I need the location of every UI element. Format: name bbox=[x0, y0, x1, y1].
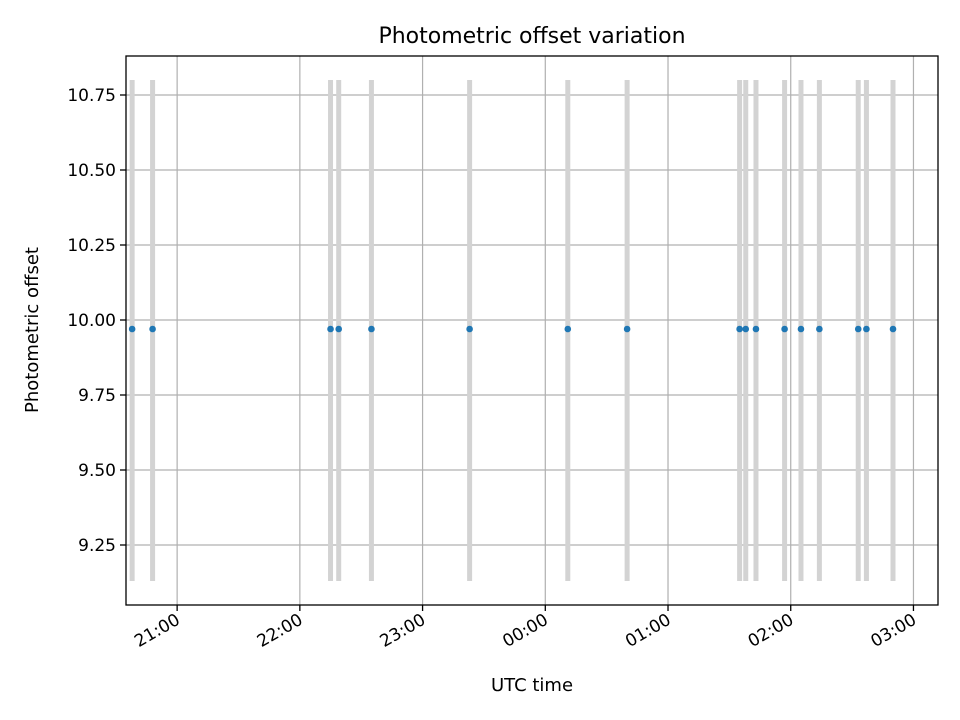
x-tick-label: 23:00 bbox=[377, 610, 429, 652]
data-point bbox=[816, 325, 823, 333]
y-tick-label: 10.00 bbox=[67, 311, 116, 331]
data-point bbox=[564, 325, 572, 333]
data-point bbox=[752, 325, 760, 333]
data-point bbox=[854, 325, 862, 333]
x-tick-label: 00:00 bbox=[499, 610, 551, 652]
errorbar-layer bbox=[129, 80, 896, 581]
x-tick-label: 21:00 bbox=[131, 610, 183, 652]
data-point bbox=[742, 325, 750, 333]
chart-title: Photometric offset variation bbox=[378, 24, 685, 49]
data-point bbox=[781, 325, 788, 333]
y-axis-ticks: 9.25 9.50 9.75 10.00 10.25 10.50 10.75 bbox=[67, 86, 126, 556]
point-layer bbox=[128, 325, 897, 333]
x-tick-label: 02:00 bbox=[745, 610, 797, 652]
plot-frame bbox=[125, 55, 939, 606]
data-point bbox=[623, 325, 631, 333]
data-point bbox=[863, 325, 870, 333]
data-point bbox=[889, 325, 897, 333]
x-axis-label: UTC time bbox=[491, 675, 573, 696]
x-tick-label: 03:00 bbox=[868, 610, 920, 652]
y-tick-label: 10.75 bbox=[67, 86, 116, 106]
data-point bbox=[466, 325, 473, 333]
data-point bbox=[736, 325, 743, 333]
data-point bbox=[797, 325, 805, 333]
data-point bbox=[128, 325, 136, 333]
y-tick-label: 9.50 bbox=[78, 461, 116, 481]
y-axis-label: Photometric offset bbox=[22, 247, 43, 413]
y-tick-label: 10.50 bbox=[67, 161, 116, 181]
y-tick-label: 9.25 bbox=[78, 536, 116, 556]
grid-layer bbox=[126, 56, 938, 605]
data-point bbox=[335, 325, 343, 333]
x-tick-label: 22:00 bbox=[254, 610, 306, 652]
x-axis-ticks: 21:00 22:00 23:00 00:00 01:00 02:00 03:00 bbox=[131, 605, 920, 652]
data-point bbox=[368, 325, 375, 333]
y-tick-label: 10.25 bbox=[67, 236, 116, 256]
data-point bbox=[327, 325, 334, 333]
y-tick-label: 9.75 bbox=[78, 386, 116, 406]
x-tick-label: 01:00 bbox=[622, 610, 674, 652]
data-point bbox=[149, 325, 156, 333]
